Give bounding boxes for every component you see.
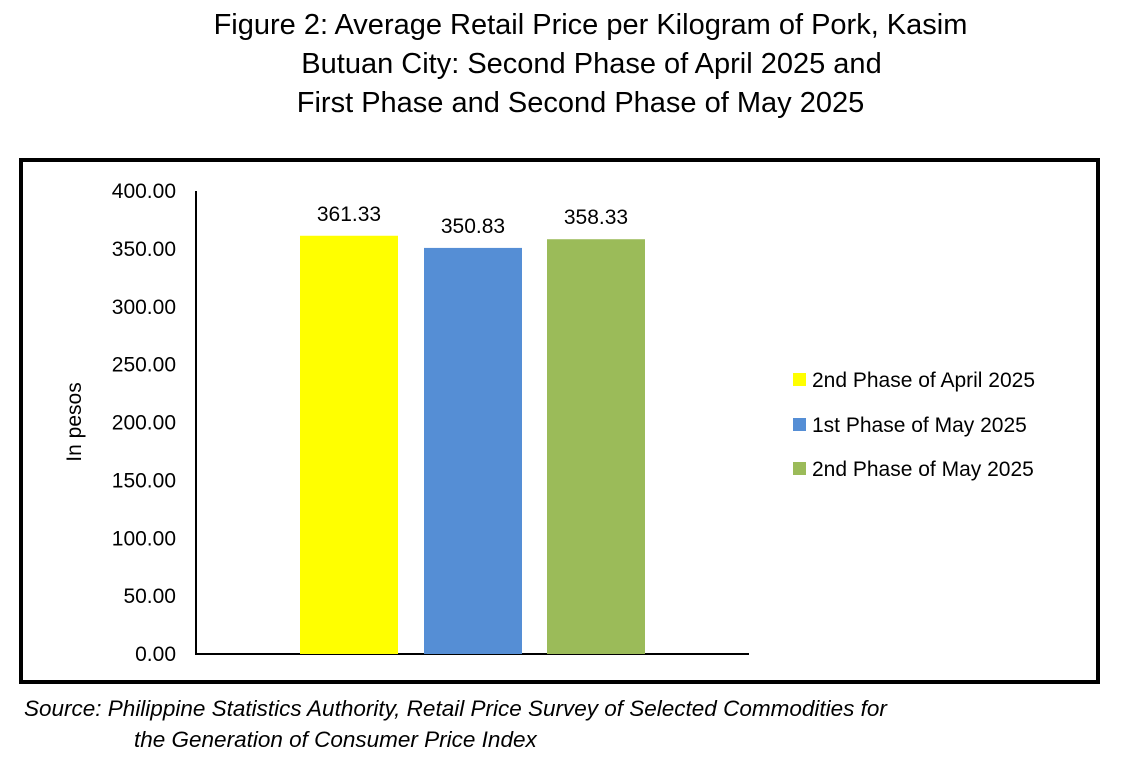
legend-swatch [793, 462, 806, 475]
data-label: 358.33 [564, 206, 628, 229]
title-line-3: First Phase and Second Phase of May 2025 [296, 87, 865, 119]
bar [300, 235, 398, 654]
data-label: 350.83 [441, 215, 505, 238]
chart-title: Figure 2: Average Retail Price per Kilog… [0, 6, 1127, 123]
legend-label: 2nd Phase of May 2025 [812, 458, 1034, 481]
y-tick-label: 150.00 [112, 469, 176, 492]
source-line-2: the Generation of Consumer Price Index [134, 727, 537, 752]
title-line-2: Butuan City: Second Phase of April 2025 … [301, 48, 882, 80]
y-tick-label: 200.00 [112, 412, 176, 435]
y-axis-label: In pesos [63, 382, 86, 461]
bar [424, 247, 522, 654]
y-tick-label: 350.00 [112, 238, 176, 261]
title-line-1: Figure 2: Average Retail Price per Kilog… [213, 9, 968, 41]
data-label: 361.33 [317, 203, 381, 226]
legend-label: 1st Phase of May 2025 [812, 414, 1027, 437]
legend-label: 2nd Phase of April 2025 [812, 369, 1035, 392]
y-tick-label: 0.00 [135, 643, 176, 666]
source-note: Source: Philippine Statistics Authority,… [24, 693, 887, 755]
y-tick-label: 100.00 [112, 527, 176, 550]
y-tick-label: 250.00 [112, 354, 176, 377]
y-tick-label: 50.00 [123, 585, 176, 608]
legend-swatch [793, 418, 806, 431]
bar [547, 239, 645, 654]
y-tick-label: 300.00 [112, 296, 176, 319]
source-line-1: Source: Philippine Statistics Authority,… [24, 696, 887, 721]
chart-frame [19, 158, 1100, 684]
legend-swatch [793, 373, 806, 386]
y-tick-label: 400.00 [112, 180, 176, 203]
